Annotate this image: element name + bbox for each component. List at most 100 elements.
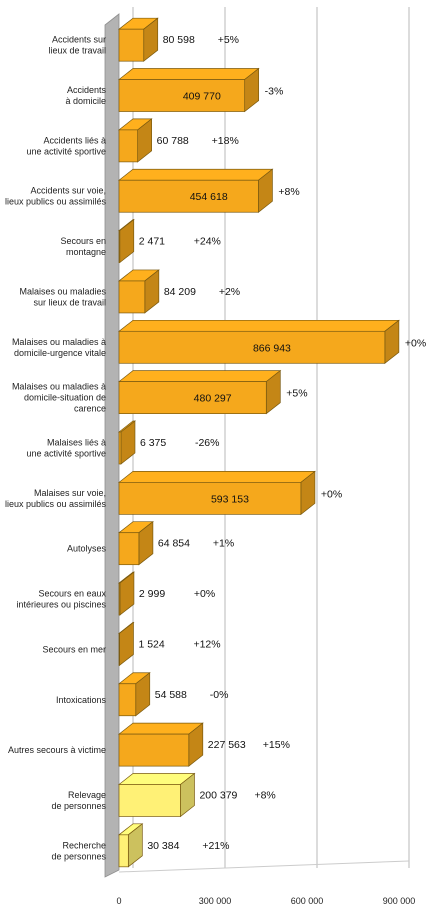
category-label-line: Malaises ou maladies à <box>12 337 106 347</box>
value-label: 6 375 <box>140 437 166 449</box>
bar-front <box>118 28 145 62</box>
category-label-line: de personnes <box>51 801 106 811</box>
bar-front <box>118 230 121 263</box>
change-label: +5% <box>218 34 239 46</box>
bar-front <box>118 79 246 112</box>
bar <box>117 17 159 62</box>
bar-front <box>118 431 122 465</box>
change-label: +2% <box>219 286 240 298</box>
value-label: 200 379 <box>199 789 237 801</box>
value-label: 866 943 <box>253 342 291 354</box>
value-label: 227 563 <box>208 739 246 751</box>
category-labels: Accidents sur lieux de travail Accidents à … <box>5 35 107 862</box>
bar-front <box>118 733 190 767</box>
bar <box>117 772 196 818</box>
bar <box>117 722 204 767</box>
value-label: 454 618 <box>190 191 228 203</box>
change-labels: +5% -3% +18% +8% +24% +2% +0% +5% -26% +0% +1% +0% +… <box>193 34 426 852</box>
bar <box>117 672 151 717</box>
category-label-line: Secours en eaux <box>38 589 106 599</box>
category-label: Secours en mer <box>42 644 106 654</box>
bar-front <box>118 129 138 163</box>
category-label: Malaises ou maladies à domicile-urgence v… <box>12 337 106 358</box>
bar-top <box>117 370 282 382</box>
bar-side <box>119 571 135 616</box>
category-label-line: Accidents <box>67 85 107 95</box>
change-label: +0% <box>405 337 426 349</box>
value-label: 84 209 <box>164 286 196 298</box>
bar-top <box>117 471 316 483</box>
bar-front <box>118 834 129 868</box>
bar-front <box>118 280 146 314</box>
wall-panel <box>104 13 120 878</box>
category-label: Autres secours à victime <box>8 745 106 755</box>
category-label: Malaises sur voie, lieux publics ou assim… <box>5 488 107 509</box>
axis-wall <box>104 13 120 878</box>
category-label-line: Malaises liés à <box>47 438 106 448</box>
x-tick-label: 600 000 <box>291 896 324 906</box>
value-label: 480 297 <box>194 393 232 405</box>
change-label: -3% <box>265 86 284 98</box>
change-label: +21% <box>202 840 229 852</box>
bar <box>117 571 135 616</box>
bar <box>117 420 136 465</box>
bar <box>117 67 260 113</box>
value-label: 1 524 <box>138 638 164 650</box>
bar-front <box>118 381 267 414</box>
category-label-line: Malaises ou maladies à <box>12 382 106 392</box>
category-label: Recherche de personnes <box>51 840 106 861</box>
change-label: +8% <box>278 186 299 198</box>
bar-front <box>118 582 121 616</box>
bars <box>117 17 400 868</box>
category-label: Secours en eaux intérieures ou piscines <box>16 589 106 610</box>
category-label-line: Accidents liés à <box>43 135 106 145</box>
bar-front <box>118 532 140 566</box>
category-label-line: lieux publics ou assimilés <box>5 499 107 509</box>
bar <box>117 621 135 667</box>
category-label-line: Accidents sur voie, <box>30 186 106 196</box>
value-label: 2 471 <box>139 236 165 248</box>
category-label-line: Intoxications <box>56 695 107 705</box>
category-label-line: carence <box>74 404 106 414</box>
bar-side <box>119 218 135 264</box>
category-label: Malaises ou maladies à domicile-situation… <box>12 382 106 414</box>
category-label-line: intérieures ou piscines <box>16 600 106 610</box>
category-label: Malaises ou maladies sur lieux de travail <box>19 286 106 307</box>
change-label: +24% <box>194 236 221 248</box>
change-label: +8% <box>254 789 275 801</box>
category-label-line: Relevage <box>68 790 106 800</box>
bar-top <box>117 319 400 332</box>
category-label-line: domicile-situation de <box>24 393 106 403</box>
bar <box>117 269 160 314</box>
x-tick-label: 900 000 <box>383 896 416 906</box>
bar <box>117 470 316 516</box>
value-label: 64 854 <box>158 538 190 550</box>
bar-side <box>119 621 134 667</box>
bar-front <box>118 330 386 364</box>
category-label-line: Autolyses <box>67 544 107 554</box>
category-label: Accidents sur lieux de travail <box>48 35 106 56</box>
change-label: +1% <box>213 538 234 550</box>
change-label: -0% <box>210 689 229 701</box>
bar-front <box>118 633 120 666</box>
bar <box>117 118 153 163</box>
category-label: Accidents sur voie, lieux publics ou assi… <box>5 186 107 207</box>
category-label: Malaises liés à une activité sportive <box>26 438 106 459</box>
x-tick-label: 300 000 <box>199 896 232 906</box>
category-label-line: de personnes <box>51 851 106 861</box>
value-label: 593 153 <box>211 493 249 505</box>
category-label-line: Autres secours à victime <box>8 745 106 755</box>
bar <box>117 823 144 868</box>
category-label-line: Malaises sur voie, <box>34 488 106 498</box>
category-label-line: lieux publics ou assimilés <box>5 197 107 207</box>
floor-edge <box>118 860 410 873</box>
category-label-line: sur lieux de travail <box>33 297 106 307</box>
bar-front <box>118 179 259 213</box>
category-label-line: une activité sportive <box>26 146 106 156</box>
category-label-line: domicile-urgence vitale <box>14 348 106 358</box>
value-label: 2 999 <box>139 588 165 600</box>
bar <box>117 319 400 365</box>
bar-front <box>118 482 302 515</box>
category-label-line: Recherche <box>62 840 106 850</box>
